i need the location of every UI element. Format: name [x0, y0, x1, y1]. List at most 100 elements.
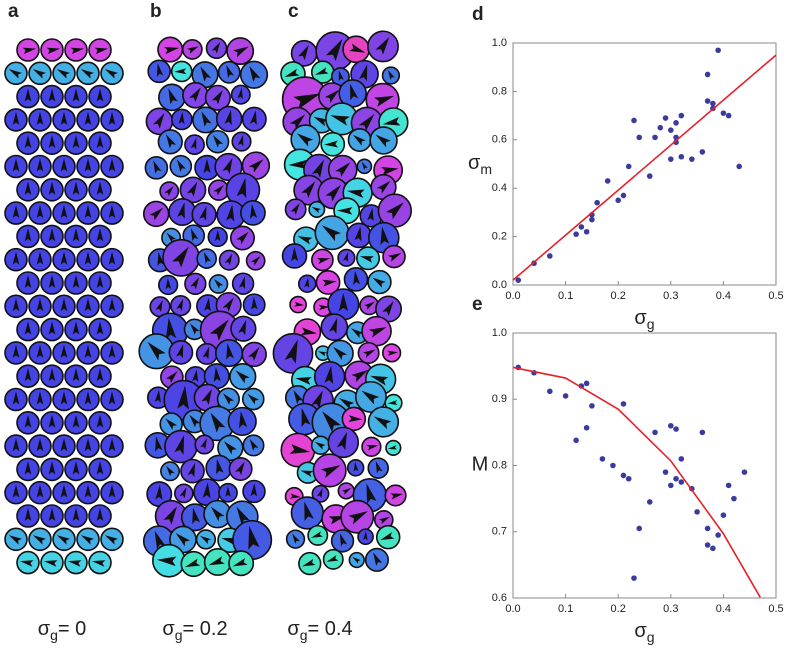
heading-arrow [380, 532, 395, 541]
heading-arrow [36, 298, 44, 312]
heading-arrow [238, 276, 246, 289]
heading-arrow [322, 279, 337, 287]
heading-arrow [311, 159, 324, 178]
heading-arrow [108, 298, 116, 312]
heading-arrow [363, 349, 376, 358]
heading-arrow [321, 225, 341, 242]
point [673, 120, 679, 126]
y-tick-label: 0.8 [492, 459, 507, 471]
heading-arrow [213, 367, 221, 382]
panel-label: e [472, 294, 483, 315]
heading-arrow [325, 38, 343, 62]
heading-arrow [375, 461, 383, 474]
point [636, 525, 643, 532]
heading-arrow [366, 483, 377, 504]
heading-arrow [370, 375, 389, 386]
heading-arrow [96, 507, 104, 521]
heading-arrow [359, 64, 368, 82]
symbol: σ [287, 618, 300, 640]
y-tick-label: 0.7 [492, 526, 507, 538]
heading-arrow [60, 251, 68, 265]
symbol: M [472, 454, 489, 476]
heading-arrow [176, 298, 184, 311]
heading-arrow [326, 555, 339, 562]
heading-arrow [24, 88, 32, 102]
point [547, 388, 553, 395]
heading-arrow [166, 465, 175, 477]
heading-arrow [108, 344, 116, 358]
heading-arrow [211, 41, 221, 54]
heading-arrow [24, 134, 32, 149]
x-tick-label: 0.1 [558, 603, 573, 615]
point [715, 532, 721, 538]
point [573, 231, 579, 237]
heading-arrow [298, 44, 309, 61]
heading-arrow [375, 36, 390, 55]
heading-arrow [190, 228, 199, 242]
heading-arrow [157, 251, 165, 266]
heading-arrow [353, 461, 359, 472]
symbol: σ [468, 152, 481, 174]
heading-arrow [387, 400, 398, 406]
point [646, 173, 653, 179]
y-tick-label: 1.0 [492, 327, 507, 339]
heading-arrow [48, 507, 56, 521]
heading-arrow [96, 461, 104, 475]
point [657, 124, 664, 131]
point [668, 127, 674, 133]
heading-arrow [251, 296, 258, 310]
heading-arrow [96, 321, 104, 335]
point [662, 469, 669, 475]
heading-arrow [72, 228, 80, 242]
heading-arrow [84, 251, 92, 265]
heading-arrow [294, 301, 305, 307]
subscript: g [300, 627, 308, 643]
heading-arrow [249, 438, 259, 451]
heading-arrow [201, 111, 212, 127]
point [668, 156, 674, 162]
heading-arrow [236, 231, 249, 245]
heading-arrow [337, 207, 353, 215]
point [515, 277, 522, 283]
symbol: σ [634, 620, 647, 642]
heading-arrow [374, 95, 395, 107]
heading-arrow [342, 251, 349, 263]
heading-arrow [12, 484, 20, 498]
point [589, 216, 595, 223]
heading-arrow [380, 226, 390, 246]
heading-arrow [289, 444, 311, 454]
heading-arrow [155, 484, 163, 500]
heading-arrow [108, 111, 116, 125]
heading-arrow [213, 184, 225, 196]
heading-arrow [320, 465, 341, 479]
heading-arrow [177, 202, 185, 219]
point [725, 112, 732, 119]
point [704, 525, 711, 532]
point [710, 100, 716, 107]
heading-arrow [60, 298, 68, 312]
heading-arrow [70, 47, 85, 55]
heading-arrow [60, 344, 68, 358]
point [704, 98, 711, 104]
point [731, 495, 737, 502]
heading-arrow [236, 177, 247, 199]
heading-arrow [108, 484, 116, 498]
heading-arrow [190, 137, 197, 150]
heading-arrow [248, 159, 264, 173]
heading-arrow [352, 134, 366, 146]
heading-arrow [48, 134, 56, 149]
point [631, 575, 637, 581]
heading-arrow [166, 371, 178, 384]
heading-arrow [104, 69, 118, 79]
heading-arrow [72, 181, 80, 195]
heading-arrow [190, 277, 200, 290]
heading-arrow [199, 535, 211, 544]
heading-arrow [304, 501, 314, 522]
heading-arrow [386, 202, 404, 220]
heading-arrow [36, 204, 44, 219]
heading-arrow [72, 88, 80, 102]
heading-arrow [333, 346, 348, 361]
heading-arrow [22, 47, 37, 55]
heading-arrow [96, 88, 104, 102]
